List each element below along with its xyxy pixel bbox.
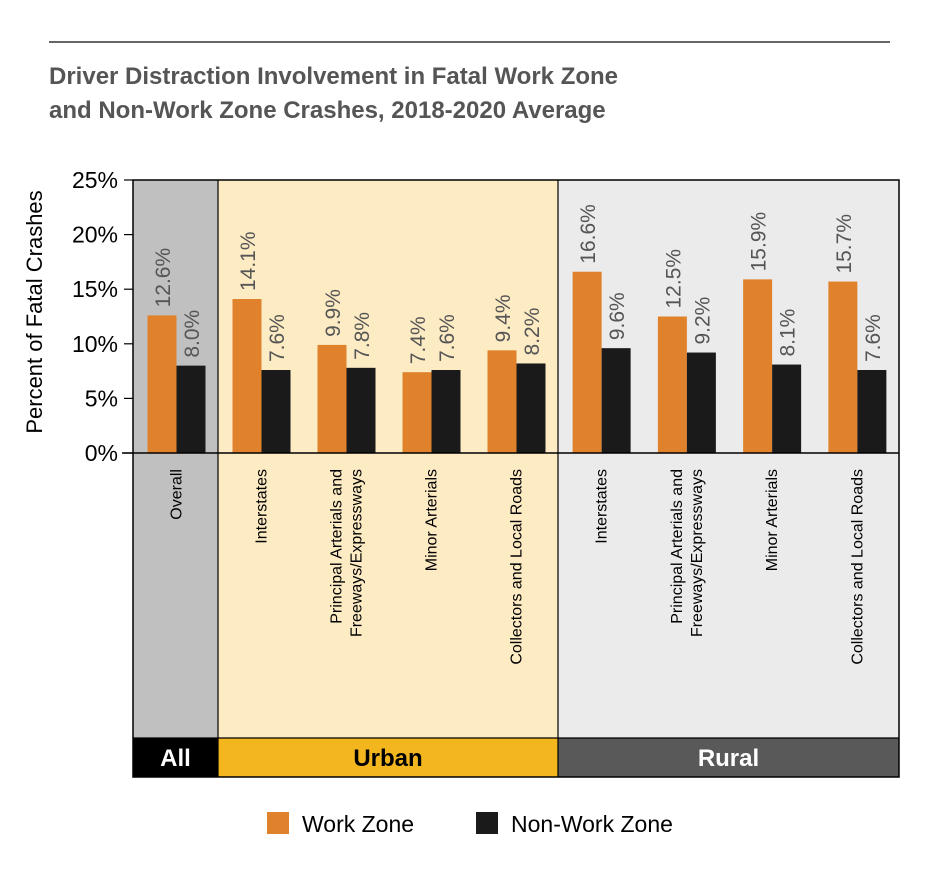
group-bands: All Urban Rural: [133, 738, 899, 777]
category-label: Minor Arterials: [424, 469, 441, 571]
data-label: 7.6%: [266, 314, 289, 362]
group-band-urban: [218, 738, 558, 777]
y-tick-label: 20%: [72, 222, 118, 248]
group-band-rural: [558, 738, 899, 777]
category-label: Collectors and Local Roads: [509, 469, 526, 665]
data-label: 9.9%: [322, 289, 345, 337]
group-band-label: Rural: [698, 745, 759, 772]
y-axis-label: Percent of Fatal Crashes: [22, 190, 47, 433]
data-label: 12.6%: [152, 248, 175, 308]
y-tick-label: 5%: [85, 385, 118, 411]
bar-non-work-zone: [346, 367, 376, 453]
bar-work-zone: [147, 315, 177, 453]
category-label: Interstates: [254, 469, 271, 544]
value-labels: 12.6% 14.1% 9.9% 7.4% 9.4% 16.6% 12.5% 15.9% 15.…: [152, 204, 885, 364]
category-labels: Overall Interstates Principal Arterials an…: [169, 469, 867, 665]
group-band-label: All: [160, 745, 191, 772]
legend: Work Zone Non-Work Zone: [267, 811, 673, 837]
legend-swatch-work-zone: [267, 812, 289, 834]
legend-label: Non-Work Zone: [511, 811, 673, 837]
data-label: 8.1%: [777, 309, 800, 357]
plot-border: [132, 179, 900, 778]
data-label: 7.8%: [351, 312, 374, 360]
category-label: Overall: [169, 469, 186, 520]
bar-non-work-zone: [176, 365, 206, 453]
y-ticks: 0% 5% 10% 15% 20% 25%: [72, 167, 133, 466]
bar-non-work-zone: [261, 370, 291, 453]
data-label: 8.2%: [521, 308, 544, 356]
data-label: 9.2%: [691, 297, 714, 345]
bar-work-zone: [232, 299, 262, 453]
bar-non-work-zone: [516, 363, 546, 453]
data-label: 9.6%: [606, 292, 629, 340]
chart-title-line-1: Driver Distraction Involvement in Fatal …: [49, 63, 618, 90]
legend-swatch-non-work-zone: [476, 812, 498, 834]
bar-non-work-zone: [431, 370, 461, 453]
bar-non-work-zone: [601, 348, 631, 453]
bar-work-zone: [402, 372, 432, 453]
bar-work-zone: [487, 350, 517, 453]
data-label: 8.0%: [181, 310, 204, 358]
category-label: Principal Arterials and: [669, 469, 686, 624]
bar-work-zone: [743, 279, 773, 453]
y-tick-label: 25%: [72, 167, 118, 193]
data-label: 7.6%: [436, 314, 459, 362]
y-tick-label: 0%: [85, 440, 118, 466]
data-label: 7.4%: [407, 316, 430, 364]
bar-non-work-zone: [772, 364, 802, 453]
category-label: Freeways/Expressways: [689, 469, 706, 637]
y-tick-label: 10%: [72, 331, 118, 357]
bar-work-zone: [657, 316, 687, 453]
category-label: Interstates: [594, 469, 611, 544]
bar-work-zone: [828, 281, 858, 453]
category-label: Principal Arterials and: [329, 469, 346, 624]
group-backgrounds: [133, 180, 899, 738]
bar-work-zone: [572, 271, 602, 453]
group-band-all: [133, 738, 218, 777]
chart-frame: [122, 179, 900, 778]
data-label: 15.7%: [833, 214, 856, 274]
data-label: 9.4%: [492, 294, 515, 342]
group-background-rural: [558, 180, 899, 738]
data-label: 7.6%: [862, 314, 885, 362]
category-label: Freeways/Expressways: [349, 469, 366, 637]
data-label: 12.5%: [662, 249, 685, 309]
bar-non-work-zone: [857, 370, 887, 453]
bar-non-work-zone: [686, 352, 716, 453]
group-background-urban: [218, 180, 558, 738]
category-label: Collectors and Local Roads: [849, 469, 866, 665]
bar-work-zone: [317, 344, 347, 453]
chart-title-line-2: and Non-Work Zone Crashes, 2018-2020 Ave…: [49, 97, 606, 124]
group-background-all: [133, 180, 218, 738]
y-tick-label: 15%: [72, 276, 118, 302]
category-label: Minor Arterials: [764, 469, 781, 571]
data-label: 14.1%: [237, 231, 260, 291]
data-label: 16.6%: [577, 204, 600, 264]
group-band-label: Urban: [353, 745, 422, 772]
bars: [147, 271, 887, 453]
legend-label: Work Zone: [302, 811, 414, 837]
data-label: 15.9%: [748, 212, 771, 272]
